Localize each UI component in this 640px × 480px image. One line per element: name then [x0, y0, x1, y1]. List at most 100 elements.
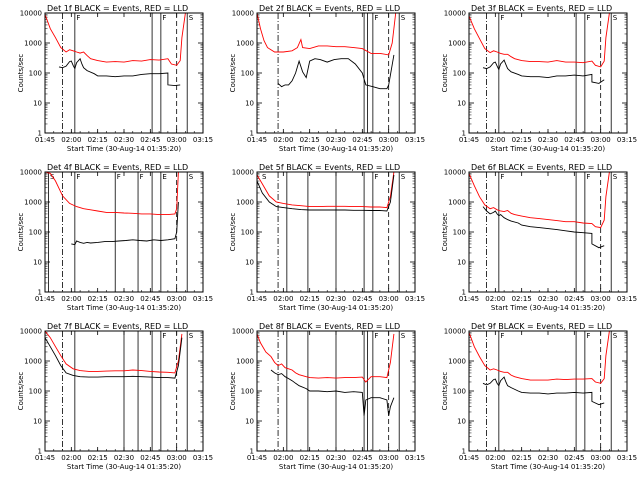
x-tick-label: 02:00 — [485, 136, 505, 144]
x-tick-label: 03:15 — [617, 454, 637, 462]
x-tick-label: 02:00 — [273, 295, 293, 303]
y-axis-label: Counts/sec — [229, 213, 237, 252]
panel-title: Det 1f BLACK = Events, RED = LLD — [47, 4, 188, 13]
x-tick-label: 01:45 — [247, 295, 267, 303]
y-tick-label: 10 — [245, 259, 254, 267]
x-tick-label: 02:00 — [61, 295, 81, 303]
x-tick-label: 02:45 — [352, 136, 372, 144]
x-tick-label: 01:45 — [247, 454, 267, 462]
x-tick-label: 01:45 — [459, 295, 479, 303]
plot-frame — [256, 171, 416, 293]
y-tick-label: 10000 — [232, 169, 254, 177]
y-tick-label: 100 — [453, 70, 466, 78]
y-tick-label: 10 — [457, 100, 466, 108]
y-tick-label: 100 — [241, 388, 254, 396]
x-tick-label: 02:30 — [326, 295, 346, 303]
x-tick-label: 02:30 — [538, 295, 558, 303]
y-tick-label: 1 — [462, 289, 466, 297]
x-tick-label: 03:00 — [379, 295, 399, 303]
x-axis-label: Start Time (30-Aug-14 01:35:20) — [279, 145, 393, 153]
y-tick-label: 100 — [241, 229, 254, 237]
panel-det-3: Det 3f BLACK = Events, RED = LLD 01:45 02:… — [441, 4, 637, 153]
x-tick-label: 02:30 — [326, 136, 346, 144]
x-tick-label: 03:00 — [591, 454, 611, 462]
panel-det-6: Det 6f BLACK = Events, RED = LLD 01:45 02:… — [441, 163, 637, 312]
series-events — [58, 57, 181, 87]
marker-annotation: S — [262, 173, 267, 181]
x-tick-label: 03:00 — [591, 295, 611, 303]
series-events — [482, 206, 605, 249]
series-events — [277, 54, 395, 90]
x-tick-label: 01:45 — [247, 136, 267, 144]
x-tick-label: 03:00 — [167, 454, 187, 462]
panel-title: Det 5f BLACK = Events, RED = LLD — [259, 163, 400, 172]
x-tick-label: 02:15 — [512, 136, 532, 144]
marker-annotation: S — [401, 14, 406, 22]
plot-frame — [44, 12, 204, 134]
y-tick-label: 100 — [29, 70, 42, 78]
y-tick-label: 10000 — [444, 10, 466, 18]
x-tick-label: 03:15 — [405, 136, 425, 144]
marker-annotation: F — [374, 14, 378, 22]
panel-title: Det 2f BLACK = Events, RED = LLD — [259, 4, 400, 13]
x-tick-label: 01:45 — [459, 136, 479, 144]
y-tick-label: 10 — [245, 418, 254, 426]
y-tick-label: 1 — [462, 448, 466, 456]
y-axis-label: Counts/sec — [441, 54, 449, 93]
panel-det-7: Det 7f BLACK = Events, RED = LLD 01:45 02:… — [17, 322, 213, 471]
x-tick-label: 02:15 — [512, 454, 532, 462]
y-tick-label: 100 — [29, 388, 42, 396]
panel-title: Det 9f BLACK = Events, RED = LLD — [471, 322, 612, 331]
x-tick-label: 02:30 — [114, 454, 134, 462]
marker-annotation: F — [117, 173, 121, 181]
x-tick-label: 01:45 — [35, 295, 55, 303]
x-axis-label: Start Time (30-Aug-14 01:35:20) — [279, 463, 393, 471]
marker-annotation: S — [613, 173, 618, 181]
marker-annotation: S — [401, 173, 406, 181]
panel-title: Det 8f BLACK = Events, RED = LLD — [259, 322, 400, 331]
y-tick-label: 1000 — [236, 358, 254, 366]
x-axis-label: Start Time (30-Aug-14 01:35:20) — [279, 304, 393, 312]
series-events — [256, 174, 395, 212]
x-tick-label: 02:00 — [273, 136, 293, 144]
x-tick-label: 02:45 — [564, 454, 584, 462]
y-tick-label: 1000 — [24, 358, 42, 366]
x-tick-label: 02:15 — [88, 454, 108, 462]
plot-frame — [468, 171, 628, 293]
y-axis-label: Counts/sec — [229, 54, 237, 93]
x-tick-label: 02:15 — [300, 136, 320, 144]
y-axis-label: Counts/sec — [229, 372, 237, 411]
x-tick-label: 03:00 — [379, 454, 399, 462]
x-tick-label: 03:00 — [167, 136, 187, 144]
x-tick-label: 02:15 — [300, 295, 320, 303]
x-tick-label: 02:30 — [114, 295, 134, 303]
y-tick-label: 100 — [241, 70, 254, 78]
x-tick-label: 01:45 — [35, 454, 55, 462]
x-tick-label: 02:15 — [88, 295, 108, 303]
x-tick-label: 02:30 — [326, 454, 346, 462]
x-tick-label: 03:15 — [405, 454, 425, 462]
y-tick-label: 10000 — [444, 169, 466, 177]
marker-annotation: S — [613, 332, 618, 340]
y-tick-label: 10 — [33, 418, 42, 426]
x-tick-label: 02:30 — [114, 136, 134, 144]
x-tick-label: 02:45 — [352, 454, 372, 462]
x-axis-label: Start Time (30-Aug-14 01:35:20) — [67, 304, 181, 312]
x-axis-label: Start Time (30-Aug-14 01:35:20) — [67, 145, 181, 153]
series-events — [44, 337, 183, 379]
x-tick-label: 02:00 — [485, 454, 505, 462]
marker-annotation: S — [613, 14, 618, 22]
series-lld — [256, 333, 395, 383]
panel-det-5: Det 5f BLACK = Events, RED = LLD 01:45 02:… — [229, 163, 425, 312]
x-tick-label: 02:45 — [352, 295, 372, 303]
y-tick-label: 10 — [33, 259, 42, 267]
y-tick-label: 10000 — [444, 328, 466, 336]
plot-frame — [256, 12, 416, 134]
y-tick-label: 1 — [250, 448, 254, 456]
y-tick-label: 10000 — [232, 328, 254, 336]
panel-title: Det 3f BLACK = Events, RED = LLD — [471, 4, 612, 13]
x-tick-label: 02:00 — [61, 136, 81, 144]
x-tick-label: 03:15 — [617, 295, 637, 303]
panel-title: Det 6f BLACK = Events, RED = LLD — [471, 163, 612, 172]
